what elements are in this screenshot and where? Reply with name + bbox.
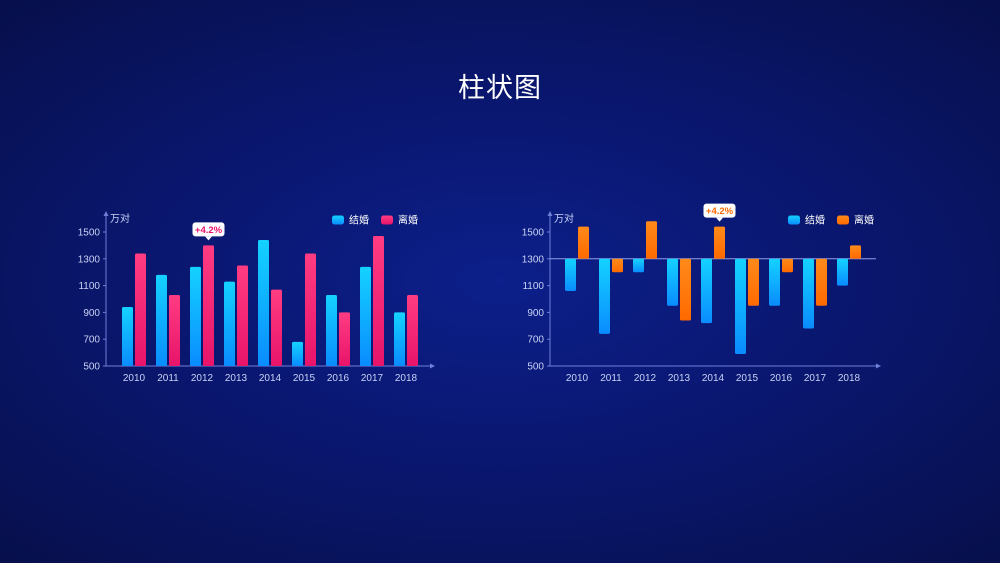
legend-item-1: 离婚 — [837, 214, 874, 227]
annotation-bubble: +4.2% — [192, 222, 225, 241]
annotation-pointer — [716, 217, 723, 222]
y-tick-label: 1500 — [78, 228, 101, 239]
bar-结婚-2015 — [735, 258, 746, 354]
x-tick-label: 2011 — [157, 373, 179, 384]
bar-离婚-2013 — [680, 258, 691, 321]
annotation-text: +4.2% — [195, 225, 223, 236]
legend-item-1: 离婚 — [381, 214, 418, 227]
bar-离婚-2010 — [135, 253, 146, 366]
legend-swatch — [332, 215, 344, 225]
y-tick-label: 1500 — [522, 228, 545, 239]
y-tick-label: 1300 — [78, 254, 101, 265]
bar-结婚-2013 — [667, 258, 678, 306]
bar-结婚-2015 — [292, 341, 303, 366]
legend-label: 离婚 — [854, 214, 874, 227]
bar-离婚-2012 — [203, 245, 214, 366]
legend-swatch — [837, 215, 849, 225]
x-tick-label: 2012 — [634, 373, 657, 384]
y-unit-label: 万对 — [554, 212, 574, 225]
x-axis-arrow — [876, 363, 881, 369]
legend-swatch — [788, 215, 800, 225]
x-tick-label: 2017 — [361, 373, 384, 384]
bar-离婚-2010 — [578, 226, 589, 259]
bar-离婚-2013 — [237, 265, 248, 366]
x-tick-label: 2018 — [395, 373, 418, 384]
y-tick-label: 700 — [83, 335, 100, 346]
legend-label: 结婚 — [349, 214, 369, 227]
bar-结婚-2016 — [326, 294, 337, 366]
legend-label: 离婚 — [398, 214, 418, 227]
x-tick-label: 2017 — [804, 373, 827, 384]
bar-结婚-2016 — [769, 258, 780, 306]
bar-离婚-2018 — [407, 294, 418, 366]
bar-离婚-2017 — [816, 258, 827, 306]
bar-结婚-2014 — [258, 240, 269, 366]
annotation-box — [703, 203, 736, 218]
bar-结婚-2011 — [599, 258, 610, 334]
x-tick-label: 2010 — [566, 373, 589, 384]
bar-离婚-2012 — [646, 221, 657, 259]
bar-离婚-2015 — [748, 258, 759, 306]
x-tick-label: 2012 — [191, 373, 214, 384]
bar-结婚-2018 — [394, 312, 405, 366]
bar-离婚-2015 — [305, 253, 316, 366]
y-tick-label: 500 — [527, 362, 544, 373]
y-tick-label: 900 — [83, 308, 100, 319]
x-tick-label: 2011 — [600, 373, 622, 384]
legend-label: 结婚 — [805, 214, 825, 227]
bar-结婚-2017 — [803, 258, 814, 329]
bar-结婚-2014 — [701, 258, 712, 324]
bar-离婚-2011 — [612, 258, 623, 273]
bar-离婚-2011 — [169, 294, 180, 366]
bar-离婚-2018 — [850, 245, 861, 259]
bar-离婚-2014 — [271, 289, 282, 366]
x-tick-label: 2016 — [770, 373, 793, 384]
x-tick-label: 2014 — [702, 373, 725, 384]
bar-结婚-2017 — [360, 266, 371, 366]
y-tick-label: 1100 — [78, 281, 100, 292]
y-unit-label: 万对 — [110, 212, 130, 225]
annotation-box — [192, 222, 225, 237]
annotation-pointer — [205, 236, 212, 241]
x-tick-label: 2015 — [293, 373, 316, 384]
x-tick-label: 2016 — [327, 373, 350, 384]
bar-结婚-2013 — [224, 281, 235, 366]
bar-结婚-2012 — [190, 266, 201, 366]
legend-swatch — [381, 215, 393, 225]
y-tick-label: 1300 — [522, 254, 545, 265]
x-tick-label: 2014 — [259, 373, 282, 384]
y-tick-label: 500 — [83, 362, 100, 373]
bar-结婚-2011 — [156, 274, 167, 366]
y-tick-label: 900 — [527, 308, 544, 319]
bar-离婚-2014 — [714, 226, 725, 259]
bar-离婚-2016 — [339, 312, 350, 366]
y-axis-arrow — [103, 211, 109, 216]
annotation-bubble: +4.2% — [703, 203, 736, 222]
bar-离婚-2016 — [782, 258, 793, 273]
y-axis-arrow — [547, 211, 553, 216]
legend-item-0: 结婚 — [332, 214, 369, 227]
x-tick-label: 2015 — [736, 373, 759, 384]
bar-结婚-2012 — [633, 258, 644, 273]
y-tick-label: 700 — [527, 335, 544, 346]
bar-结婚-2010 — [122, 307, 133, 366]
bar-离婚-2017 — [373, 236, 384, 366]
y-tick-label: 1100 — [522, 281, 544, 292]
bar-结婚-2018 — [837, 258, 848, 286]
legend-item-0: 结婚 — [788, 214, 825, 227]
x-tick-label: 2013 — [668, 373, 691, 384]
x-tick-label: 2018 — [838, 373, 861, 384]
x-tick-label: 2013 — [225, 373, 248, 384]
annotation-text: +4.2% — [706, 206, 734, 217]
bar-结婚-2010 — [565, 258, 576, 291]
page-title: 柱状图 — [458, 73, 542, 104]
x-tick-label: 2010 — [123, 373, 146, 384]
x-axis-arrow — [430, 363, 435, 369]
